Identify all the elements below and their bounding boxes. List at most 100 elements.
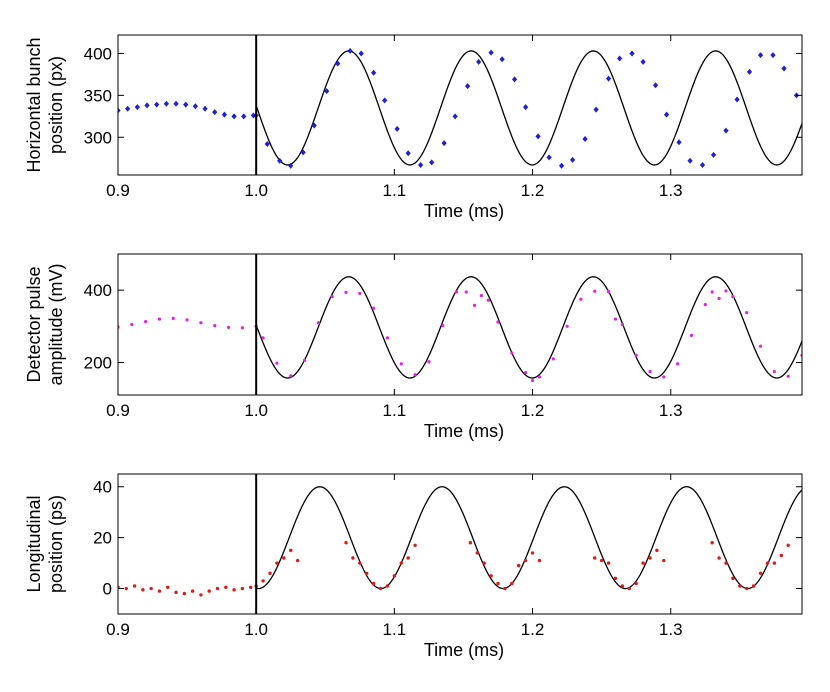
data-point <box>524 370 528 375</box>
data-point <box>213 323 217 328</box>
x-tick-label: 1.2 <box>521 401 545 420</box>
data-point <box>378 586 383 591</box>
data-point <box>687 157 693 164</box>
data-point <box>154 101 160 108</box>
data-point <box>676 139 682 146</box>
x-tick-label: 1.1 <box>383 401 407 420</box>
data-point <box>231 113 237 120</box>
data-point <box>344 290 348 294</box>
data-point <box>593 556 597 560</box>
y-axis-label: Longitudinal <box>24 495 44 592</box>
y-tick-label: 400 <box>84 281 112 300</box>
data-point <box>523 558 528 563</box>
data-point <box>486 298 490 302</box>
data-point <box>551 357 555 361</box>
data-point <box>745 586 749 591</box>
data-point <box>289 548 293 553</box>
data-point <box>250 112 257 119</box>
data-point <box>655 548 659 553</box>
data-point <box>746 68 753 75</box>
axes-frame <box>117 34 803 176</box>
data-point <box>351 556 355 560</box>
data-point <box>593 106 599 113</box>
data-point <box>385 584 390 588</box>
data-point <box>132 584 137 588</box>
data-point <box>385 336 390 340</box>
data-point <box>264 140 270 147</box>
data-point <box>640 58 646 65</box>
data-point <box>579 297 583 301</box>
data-point <box>499 56 505 63</box>
data-point <box>717 556 721 560</box>
data-point <box>593 289 597 293</box>
data-point <box>212 109 218 116</box>
data-point <box>546 154 552 161</box>
data-point <box>757 52 764 59</box>
data-point <box>745 310 749 315</box>
data-point <box>240 326 244 330</box>
data-point <box>464 290 468 294</box>
data-point <box>149 586 153 591</box>
data-point <box>232 588 236 592</box>
data-point <box>781 65 787 72</box>
data-point <box>606 290 611 294</box>
data-point <box>662 375 666 379</box>
data-point <box>289 374 293 378</box>
data-point <box>468 541 473 545</box>
data-point <box>605 75 612 82</box>
data-point <box>724 289 728 293</box>
panel-longitudinal-position: 0.9 1.0 1.1 1.2 1.3 0 20 40 Time (ms) Longitudina… <box>24 473 803 660</box>
data-point <box>496 320 500 324</box>
data-point <box>335 60 341 67</box>
data-point <box>405 150 411 157</box>
x-tick-label: 0.9 <box>106 620 130 639</box>
data-point <box>413 373 417 377</box>
data-point <box>472 303 477 307</box>
data-point <box>662 558 666 563</box>
data-point <box>261 336 265 340</box>
data-point <box>641 561 645 565</box>
data-point <box>174 590 178 595</box>
data-point <box>427 360 431 364</box>
data-point <box>703 303 707 307</box>
data-point <box>648 556 652 560</box>
data-point <box>288 162 294 169</box>
x-tick-label: 1.3 <box>659 181 683 200</box>
data-point <box>479 293 484 298</box>
y-tick-label: 0 <box>103 580 112 599</box>
data-point <box>190 589 195 593</box>
data-point <box>406 556 410 560</box>
data-point <box>476 58 482 65</box>
data-point <box>144 320 148 324</box>
data-point <box>452 113 458 120</box>
x-tick-label: 0.9 <box>106 401 130 420</box>
data-point <box>488 49 494 56</box>
data-point <box>344 541 348 545</box>
data-point <box>758 571 763 575</box>
data-point <box>652 82 659 89</box>
data-point <box>261 579 265 583</box>
plot-area <box>118 47 802 169</box>
panel-horizontal-position: 0.9 1.0 1.1 1.2 1.3 300 350 400 Time (ms) Horizon… <box>24 34 803 221</box>
data-point <box>324 88 330 95</box>
x-tick-label: 1.0 <box>244 620 268 639</box>
data-point <box>724 561 728 565</box>
data-point <box>629 50 635 57</box>
data-point <box>268 571 272 575</box>
data-point <box>275 561 279 565</box>
data-point <box>537 558 542 563</box>
data-point <box>365 571 369 575</box>
y-axis-label: position (ps) <box>46 495 66 593</box>
data-point <box>413 543 417 547</box>
x-tick-label: 0.9 <box>106 181 130 200</box>
data-point <box>770 52 776 59</box>
data-point <box>779 553 783 558</box>
y-tick-label: 300 <box>84 128 112 147</box>
y-tick-label: 200 <box>84 353 112 372</box>
data-point <box>429 159 435 166</box>
data-point <box>240 586 245 591</box>
data-point <box>382 97 388 104</box>
x-tick-label: 1.0 <box>244 181 268 200</box>
data-point <box>772 561 777 565</box>
